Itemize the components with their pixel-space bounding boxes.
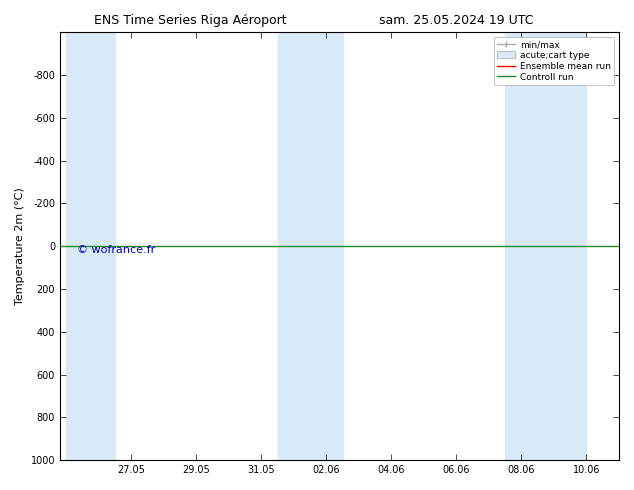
Text: ENS Time Series Riga Aéroport: ENS Time Series Riga Aéroport — [94, 14, 287, 27]
Y-axis label: Temperature 2m (°C): Temperature 2m (°C) — [15, 187, 25, 305]
Legend: min/max, acute;cart type, Ensemble mean run, Controll run: min/max, acute;cart type, Ensemble mean … — [494, 37, 614, 85]
Text: © wofrance.fr: © wofrance.fr — [77, 245, 155, 255]
Bar — [67, 32, 115, 460]
Bar — [505, 32, 586, 460]
Bar — [278, 32, 343, 460]
Text: sam. 25.05.2024 19 UTC: sam. 25.05.2024 19 UTC — [379, 14, 534, 27]
